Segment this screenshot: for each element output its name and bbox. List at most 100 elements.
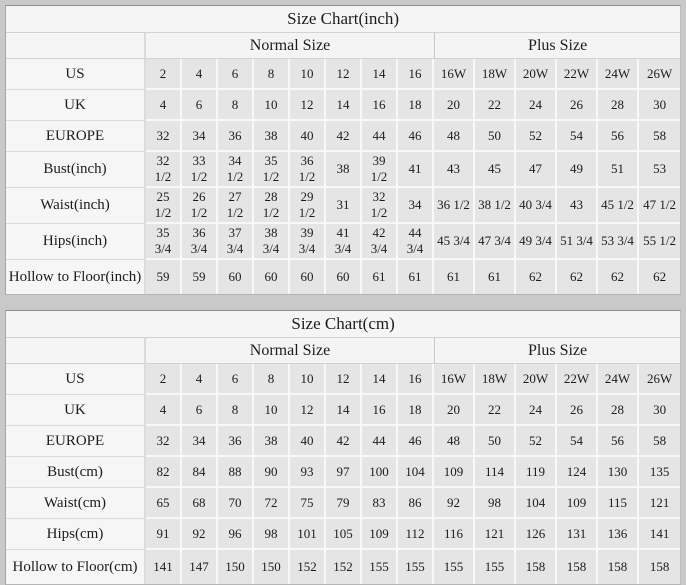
cell-value: 52 [516, 426, 557, 457]
cell-value: 8 [254, 59, 290, 90]
cell-value: 38 3/4 [254, 224, 290, 260]
cell-value: 109 [557, 488, 598, 519]
cell-value: 101 [290, 519, 326, 550]
cell-value: 26 [557, 90, 598, 121]
cell-value: 40 3/4 [516, 188, 557, 224]
cell-value: 6 [182, 395, 218, 426]
cell-value: 32 [146, 426, 182, 457]
corner-cell [6, 33, 146, 59]
cell-value: 26 [557, 395, 598, 426]
cell-value: 47 1/2 [639, 188, 681, 224]
cell-value: 68 [182, 488, 218, 519]
table-row: US 2 4 6 8 10 12 14 16 16W 18W 20W 22W 24W 26W [6, 59, 681, 90]
cell-value: 38 [254, 121, 290, 152]
cell-value: 24W [598, 364, 639, 395]
cell-value: 150 [218, 550, 254, 584]
cell-value: 24 [516, 90, 557, 121]
cell-value: 60 [254, 260, 290, 294]
group-header-plus-size: Plus Size [434, 33, 681, 59]
cell-value: 26 1/2 [182, 188, 218, 224]
cell-value: 36 1/2 [434, 188, 475, 224]
cell-value: 38 1/2 [475, 188, 516, 224]
cell-value: 8 [218, 90, 254, 121]
cell-value: 42 [326, 426, 362, 457]
group-header-row: Normal Size Plus Size [6, 338, 681, 364]
cell-value: 41 3/4 [326, 224, 362, 260]
cell-value: 130 [598, 457, 639, 488]
cell-value: 90 [254, 457, 290, 488]
cell-value: 109 [362, 519, 398, 550]
cell-value: 22W [557, 59, 598, 90]
cell-value: 119 [516, 457, 557, 488]
cell-value: 26W [639, 59, 681, 90]
cell-value: 60 [290, 260, 326, 294]
cell-value: 22 [475, 395, 516, 426]
cell-value: 30 [639, 395, 681, 426]
cell-value: 147 [182, 550, 218, 584]
cell-value: 158 [557, 550, 598, 584]
cell-value: 39 3/4 [290, 224, 326, 260]
cell-value: 59 [146, 260, 182, 294]
cell-value: 62 [639, 260, 681, 294]
cell-value: 54 [557, 426, 598, 457]
cell-value: 42 3/4 [362, 224, 398, 260]
cell-value: 46 [398, 121, 434, 152]
cell-value: 58 [639, 426, 681, 457]
title-row: Size Chart(inch) [6, 6, 681, 33]
cell-value: 72 [254, 488, 290, 519]
cell-value: 141 [639, 519, 681, 550]
cell-value: 34 [398, 188, 434, 224]
table-row: Bust(cm) 82 84 88 90 93 97 100 104 109 114 119 124 13… [6, 457, 681, 488]
cell-value: 54 [557, 121, 598, 152]
cell-value: 20 [434, 90, 475, 121]
cell-value: 43 [557, 188, 598, 224]
cell-value: 97 [326, 457, 362, 488]
cell-value: 18W [475, 364, 516, 395]
row-label: UK [6, 90, 146, 121]
cell-value: 91 [146, 519, 182, 550]
cell-value: 44 [362, 426, 398, 457]
cell-value: 45 1/2 [598, 188, 639, 224]
cell-value: 115 [598, 488, 639, 519]
cell-value: 150 [254, 550, 290, 584]
table-row: UK 4 6 8 10 12 14 16 18 20 22 24 26 28 30 [6, 395, 681, 426]
cell-value: 4 [146, 90, 182, 121]
cell-value: 47 3/4 [475, 224, 516, 260]
cell-value: 2 [146, 364, 182, 395]
cell-value: 48 [434, 121, 475, 152]
row-label: Hips(inch) [6, 224, 146, 260]
cell-value: 60 [326, 260, 362, 294]
cell-value: 43 [434, 152, 475, 188]
cell-value: 40 [290, 426, 326, 457]
cell-value: 60 [218, 260, 254, 294]
group-header-row: Normal Size Plus Size [6, 33, 681, 59]
cell-value: 8 [254, 364, 290, 395]
cell-value: 47 [516, 152, 557, 188]
row-label: Hips(cm) [6, 519, 146, 550]
group-header-normal-size: Normal Size [146, 338, 434, 364]
row-label: Bust(inch) [6, 152, 146, 188]
row-label: EUROPE [6, 121, 146, 152]
corner-cell [6, 338, 146, 364]
cell-value: 16W [434, 364, 475, 395]
cell-value: 126 [516, 519, 557, 550]
cell-value: 58 [639, 121, 681, 152]
cell-value: 92 [434, 488, 475, 519]
table-row: Hips(cm) 91 92 96 98 101 105 109 112 116 121 126 131… [6, 519, 681, 550]
table-row: Hips(inch) 35 3/4 36 3/4 37 3/4 38 3/4 39 3/4… [6, 224, 681, 260]
cell-value: 40 [290, 121, 326, 152]
cell-value: 10 [290, 59, 326, 90]
cell-value: 22 [475, 90, 516, 121]
row-label: Hollow to Floor(cm) [6, 550, 146, 584]
cell-value: 70 [218, 488, 254, 519]
chart-title: Size Chart(cm) [6, 311, 681, 338]
cell-value: 28 1/2 [254, 188, 290, 224]
row-label: US [6, 364, 146, 395]
cell-value: 14 [362, 59, 398, 90]
cell-value: 16 [398, 59, 434, 90]
table-row: EUROPE 32 34 36 38 40 42 44 46 48 50 52 54 56 58 [6, 426, 681, 457]
cell-value: 112 [398, 519, 434, 550]
cell-value: 39 1/2 [362, 152, 398, 188]
cell-value: 92 [182, 519, 218, 550]
row-label: Waist(inch) [6, 188, 146, 224]
